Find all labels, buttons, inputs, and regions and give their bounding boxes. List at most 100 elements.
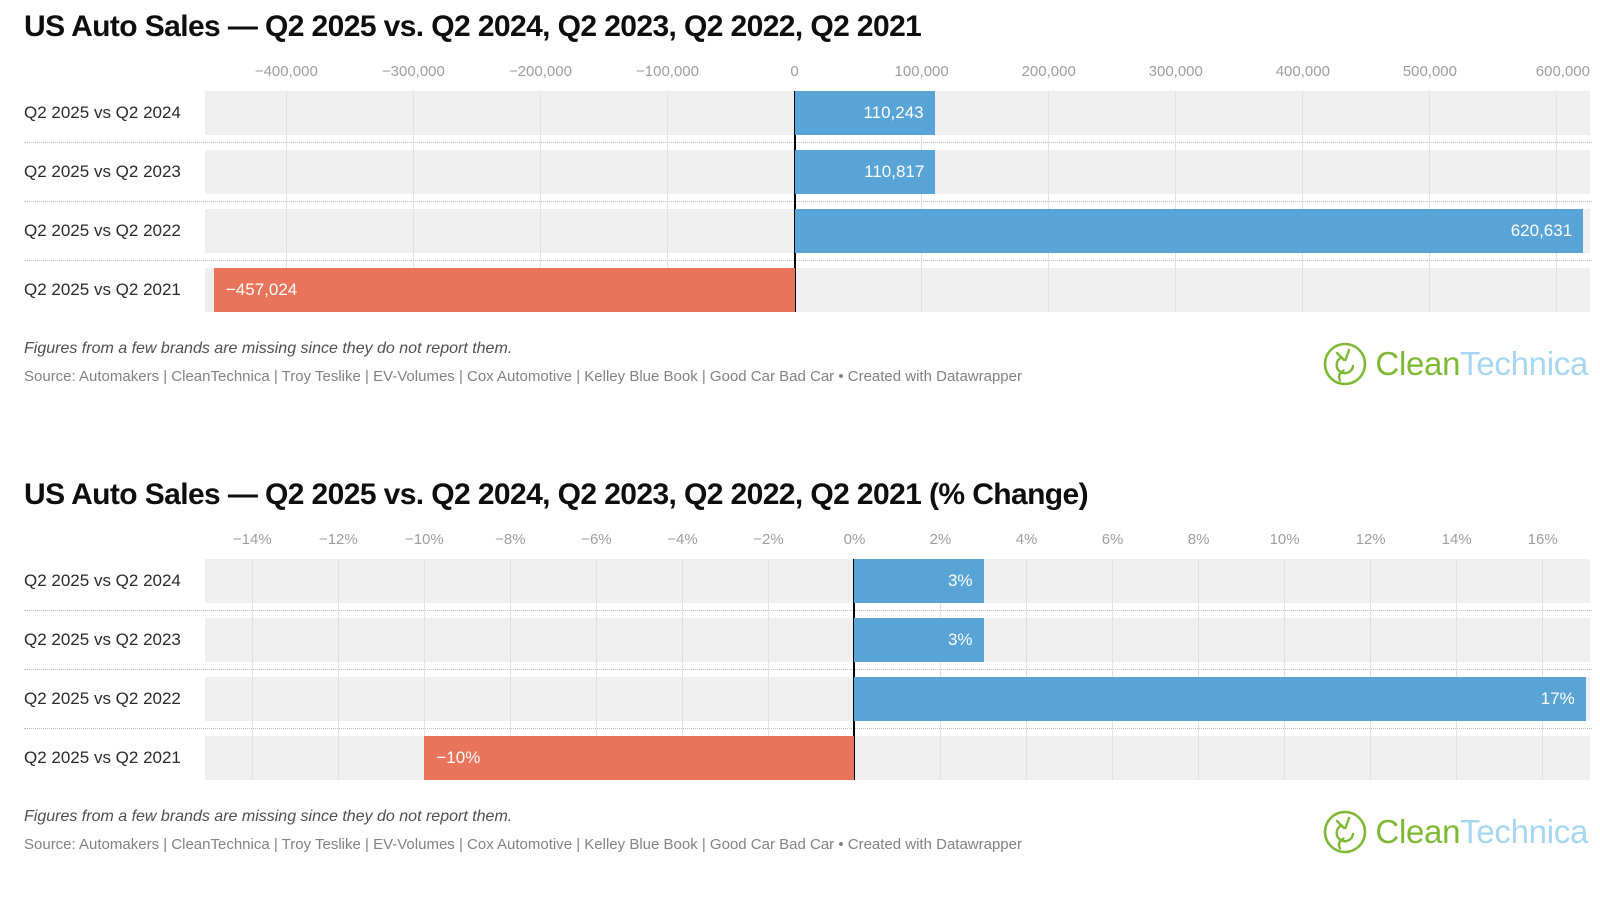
bar-positive[interactable]: 17%: [854, 677, 1586, 721]
x-tick-label: 600,000: [1535, 63, 1590, 80]
gridline: [595, 559, 597, 780]
x-tick-label: 2%: [929, 531, 952, 548]
gridline: [509, 559, 511, 780]
bar-value-label: −10%: [436, 748, 481, 767]
x-tick-label: −200,000: [508, 63, 572, 80]
gridline: [1302, 91, 1304, 312]
logo-wordmark: CleanTechnica: [1375, 345, 1588, 383]
row-separator: [24, 728, 1592, 729]
x-tick-label: 12%: [1355, 531, 1386, 548]
x-tick-label: 16%: [1527, 531, 1558, 548]
chart-title: US Auto Sales — Q2 2025 vs. Q2 2024, Q2 …: [24, 478, 1089, 511]
x-axis: −14% −12% −10% −8% −6% −4% −2% 0% 2% 4% 6% 8% 10% 12%…: [205, 526, 1590, 550]
gridline: [1456, 559, 1458, 780]
x-tick-label: 200,000: [1021, 63, 1076, 80]
x-tick-label: −8%: [495, 531, 526, 548]
x-tick-label: 0: [790, 63, 799, 80]
gridline: [412, 91, 414, 312]
row-separator: [24, 610, 1592, 611]
x-tick-label: 8%: [1187, 531, 1210, 548]
bar-value-label: 620,631: [1510, 221, 1573, 240]
x-tick-label: 10%: [1269, 531, 1300, 548]
gridline: [1556, 91, 1558, 312]
chart-percent-change: US Auto Sales — Q2 2025 vs. Q2 2024, Q2 …: [0, 468, 1600, 908]
x-tick-label: 400,000: [1275, 63, 1330, 80]
row-label: Q2 2025 vs Q2 2024: [24, 571, 181, 590]
row-separator: [24, 260, 1592, 261]
x-tick-label: −10%: [404, 531, 444, 548]
x-tick-label: −14%: [232, 531, 272, 548]
bar-value-label: 17%: [1540, 689, 1575, 708]
logo-clean-text: Clean: [1375, 345, 1461, 382]
row-separator: [24, 669, 1592, 670]
logo-clean-text: Clean: [1375, 813, 1461, 850]
row-label: Q2 2025 vs Q2 2023: [24, 630, 181, 649]
x-tick-label: −6%: [581, 531, 612, 548]
source-line: Source: Automakers | CleanTechnica | Tro…: [24, 368, 1022, 385]
row-separator: [24, 201, 1592, 202]
gridline: [423, 559, 425, 780]
gridline: [337, 559, 339, 780]
x-tick-label: −2%: [753, 531, 784, 548]
gridline: [921, 91, 923, 312]
gridline: [1429, 91, 1431, 312]
gridline: [940, 559, 941, 780]
gridline: [1284, 559, 1286, 780]
cleantechnica-leaf-plug-icon: [1324, 342, 1367, 386]
x-tick-label: 6%: [1101, 531, 1124, 548]
gridline: [1026, 559, 1028, 780]
gridline: [681, 559, 683, 780]
logo-technica-text: Technica: [1460, 813, 1588, 850]
bar-positive[interactable]: 620,631: [794, 209, 1584, 253]
x-tick-label: 100,000: [894, 63, 949, 80]
zero-baseline: [793, 91, 796, 312]
cleantechnica-logo[interactable]: CleanTechnica: [1322, 809, 1588, 855]
row-label: Q2 2025 vs Q2 2022: [24, 689, 181, 708]
bar-positive[interactable]: 110,243: [794, 91, 935, 135]
gridline: [1112, 559, 1114, 780]
bar-positive[interactable]: 110,817: [794, 150, 936, 194]
gridline: [1370, 559, 1372, 780]
chart-title: US Auto Sales — Q2 2025 vs. Q2 2024, Q2 …: [24, 10, 922, 43]
bar-positive[interactable]: 3%: [854, 618, 984, 662]
bar-value-label: 110,243: [863, 103, 924, 122]
x-tick-label: −12%: [318, 531, 358, 548]
row-band: [205, 736, 1590, 780]
gridline: [251, 559, 253, 780]
x-tick-label: 14%: [1441, 531, 1472, 548]
row-label: Q2 2025 vs Q2 2021: [24, 748, 181, 767]
gridline: [1175, 91, 1177, 312]
bar-negative[interactable]: −10%: [424, 736, 855, 780]
row-label: Q2 2025 vs Q2 2021: [24, 280, 181, 299]
x-tick-label: 4%: [1015, 531, 1038, 548]
row-label: Q2 2025 vs Q2 2024: [24, 103, 181, 122]
gridline: [1048, 91, 1050, 312]
bar-value-label: 3%: [947, 571, 973, 590]
gridline: [1198, 559, 1200, 780]
logo-technica-text: Technica: [1460, 345, 1588, 382]
x-tick-label: −300,000: [381, 63, 445, 80]
x-tick-label: 300,000: [1148, 63, 1203, 80]
gridline: [539, 91, 541, 312]
gridline: [767, 559, 769, 780]
bar-negative[interactable]: −457,024: [213, 268, 795, 312]
source-line: Source: Automakers | CleanTechnica | Tro…: [24, 836, 1022, 853]
row-separator: [24, 142, 1592, 143]
x-tick-label: 500,000: [1402, 63, 1458, 80]
logo-wordmark: CleanTechnica: [1375, 813, 1588, 851]
x-tick-label: −100,000: [636, 63, 699, 80]
x-tick-label: 0%: [843, 531, 866, 548]
row-label: Q2 2025 vs Q2 2023: [24, 162, 181, 181]
cleantechnica-logo[interactable]: CleanTechnica: [1322, 341, 1588, 387]
footnote: Figures from a few brands are missing si…: [24, 340, 513, 357]
x-tick-label: −4%: [667, 531, 698, 548]
zero-baseline: [853, 559, 856, 780]
row-label: Q2 2025 vs Q2 2022: [24, 221, 181, 240]
x-tick-label: −400,000: [254, 63, 318, 80]
bar-positive[interactable]: 3%: [854, 559, 984, 603]
plot-area: 3% 3% 17% −10%: [205, 559, 1590, 780]
footnote: Figures from a few brands are missing si…: [24, 808, 513, 825]
bar-value-label: 3%: [947, 630, 973, 649]
gridline: [667, 91, 668, 312]
